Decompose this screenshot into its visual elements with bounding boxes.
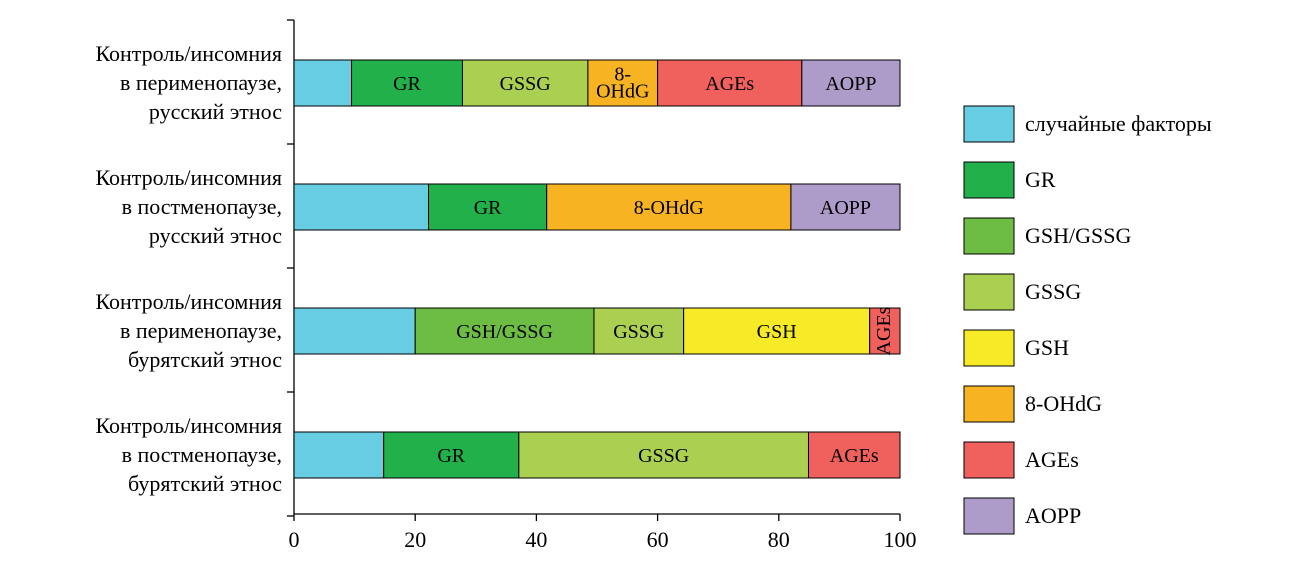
- category-label: Контроль/инсомния: [95, 165, 282, 190]
- segment-label: OHdG: [596, 81, 649, 103]
- x-tick-label: 20: [404, 527, 426, 552]
- legend-label: случайные факторы: [1025, 111, 1212, 136]
- segment-label: GSSG: [613, 321, 664, 343]
- segment-label: GR: [474, 197, 502, 219]
- legend-swatch: [963, 441, 1015, 479]
- bar-segment: [801, 59, 901, 107]
- x-tick-label: 60: [647, 527, 669, 552]
- segment-label: 8-OHdG: [634, 197, 704, 219]
- legend-label: GSH/GSSG: [1025, 223, 1131, 248]
- bar-segment: [293, 307, 416, 355]
- segment-label: AOPP: [825, 73, 876, 95]
- legend-swatch: [963, 161, 1015, 199]
- bar-segment: [414, 307, 595, 355]
- segment-label: AGEs: [830, 445, 879, 467]
- legend-label: GSH: [1025, 335, 1069, 360]
- bar-segment: [657, 59, 803, 107]
- bar-segment: [593, 307, 685, 355]
- legend-label: AGEs: [1025, 447, 1079, 472]
- legend: случайные факторы GR GSH/GSSG GSSG GSH 8-OHdG…: [963, 105, 1212, 535]
- category-label: русский этнос: [149, 223, 282, 248]
- bar-segment: [869, 307, 901, 355]
- legend-swatch: [963, 497, 1015, 535]
- bar-segment: [293, 183, 430, 231]
- bar-segment: [293, 59, 353, 107]
- segment-label: GSSG: [500, 73, 551, 95]
- category-label: в постменопаузе,: [122, 194, 282, 219]
- category-label: в перименопаузе,: [120, 318, 282, 343]
- bar-segment: [807, 431, 901, 479]
- bar-segment: [546, 183, 792, 231]
- x-tick-label: 80: [768, 527, 790, 552]
- bar-segment: [351, 59, 463, 107]
- bar-segment: [293, 431, 385, 479]
- segment-label: GSH: [757, 321, 797, 343]
- category-label: Контроль/инсомния: [95, 41, 282, 66]
- category-label: Контроль/инсомния: [95, 289, 282, 314]
- category-label: бурятский этнос: [128, 471, 282, 496]
- bar-segment: [587, 59, 659, 107]
- segment-label: GR: [393, 73, 421, 95]
- legend-label: AOPP: [1025, 503, 1081, 528]
- category-label: Контроль/инсомния: [95, 413, 282, 438]
- category-label: в перименопаузе,: [120, 70, 282, 95]
- category-label: в постменопаузе,: [122, 442, 282, 467]
- legend-swatch: [963, 217, 1015, 255]
- legend-label: GSSG: [1025, 279, 1081, 304]
- legend-swatch: [963, 385, 1015, 423]
- legend-swatch: [963, 105, 1015, 143]
- category-label: русский этнос: [149, 99, 282, 124]
- segment-label: AGEs: [873, 306, 895, 355]
- segment-label: 8-: [614, 64, 631, 86]
- x-tick-label: 100: [884, 527, 917, 552]
- bar-segment: [683, 307, 871, 355]
- segment-label: AGEs: [705, 73, 754, 95]
- x-tick-label: 40: [525, 527, 547, 552]
- x-tick-label: 0: [289, 527, 300, 552]
- legend-swatch: [963, 273, 1015, 311]
- segment-label: GSSG: [638, 445, 689, 467]
- segment-label: GR: [437, 445, 465, 467]
- legend-label: GR: [1025, 167, 1056, 192]
- bar-segment: [461, 59, 589, 107]
- legend-label: 8-OHdG: [1025, 391, 1102, 416]
- segment-label: GSH/GSSG: [456, 321, 553, 343]
- segment-label: AOPP: [820, 197, 871, 219]
- category-label: бурятский этнос: [128, 347, 282, 372]
- bar-segment: [428, 183, 548, 231]
- legend-swatch: [963, 329, 1015, 367]
- plot-area: 0 20 40 60 80 100 GR GSSG 8-OHdG AGEs AOPP Контроль…: [95, 19, 917, 552]
- bar-segment: [790, 183, 901, 231]
